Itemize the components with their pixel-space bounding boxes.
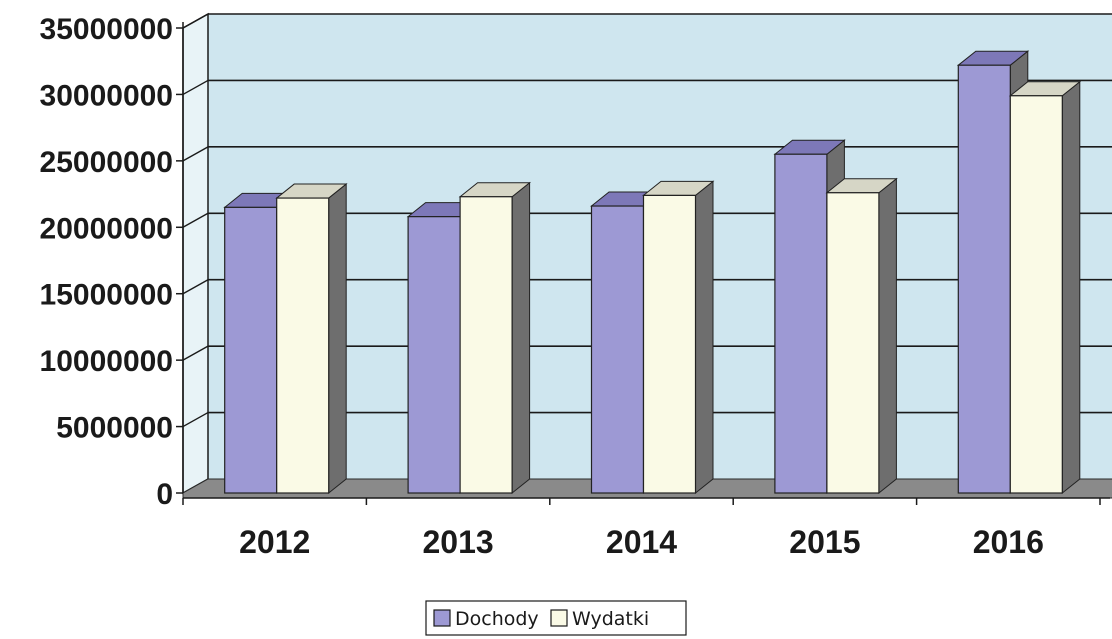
- gridline-side: [182, 13, 209, 29]
- gridline-side: [182, 212, 209, 228]
- legend: Dochody Wydatki: [425, 600, 687, 636]
- y-tick-label: 15000000: [40, 279, 173, 312]
- bars: [223, 50, 1082, 495]
- legend-swatch: [433, 609, 451, 627]
- bar-front: [407, 216, 461, 494]
- axes: [176, 22, 1110, 505]
- gridline-side: [182, 345, 209, 361]
- y-tick-label: 35000000: [40, 13, 173, 46]
- x-axis-tick-labels: 2012 2013 2014 2015 2016: [239, 524, 1044, 560]
- y-tick-label: 10000000: [40, 345, 173, 378]
- bar-wydatki-2013: [458, 181, 532, 495]
- bar-front: [459, 196, 513, 494]
- y-tick-label: 5000000: [56, 412, 173, 445]
- y-tick-label: 25000000: [40, 146, 173, 179]
- bar-wydatki-2015: [825, 177, 898, 495]
- legend-item-dochody: Dochody: [433, 608, 539, 630]
- x-tick-label: 2012: [239, 524, 310, 560]
- bar-front: [957, 64, 1011, 494]
- y-tick-label: 20000000: [40, 212, 173, 245]
- x-tick-label: 2014: [606, 524, 677, 560]
- bar-wydatki-2014: [642, 180, 715, 495]
- bar-wydatki-2012: [275, 183, 348, 495]
- bar-front: [276, 197, 330, 494]
- legend-label: Wydatki: [572, 608, 649, 630]
- bar-wydatki-2016: [1008, 80, 1082, 495]
- bar-side: [1061, 80, 1081, 495]
- bar-side: [878, 177, 897, 495]
- bar-side: [695, 180, 714, 495]
- bar-front: [1009, 95, 1063, 494]
- legend-label: Dochody: [455, 608, 539, 630]
- bar-front: [224, 206, 278, 494]
- x-tick-label: 2015: [789, 524, 860, 560]
- bar-front: [642, 194, 697, 494]
- gridline-side: [182, 79, 209, 96]
- y-axis-tick-labels: 0 5000000 10000000 15000000 20000000 25000000…: [40, 13, 173, 511]
- legend-swatch: [550, 609, 568, 627]
- bar-side: [328, 183, 347, 495]
- gridline-side: [182, 279, 209, 295]
- gridline-side: [182, 146, 209, 162]
- bar-front: [590, 205, 645, 494]
- bar-front: [774, 153, 828, 494]
- gridline-side: [182, 411, 209, 428]
- x-tick-label: 2013: [423, 524, 494, 560]
- x-tick-label: 2016: [973, 524, 1044, 560]
- legend-item-wydatki: Wydatki: [550, 608, 649, 630]
- side-wall: [182, 12, 209, 495]
- bar-side: [511, 181, 531, 495]
- bar-front: [826, 192, 880, 494]
- y-tick-label: 0: [156, 478, 173, 511]
- y-tick-label: 30000000: [40, 79, 173, 112]
